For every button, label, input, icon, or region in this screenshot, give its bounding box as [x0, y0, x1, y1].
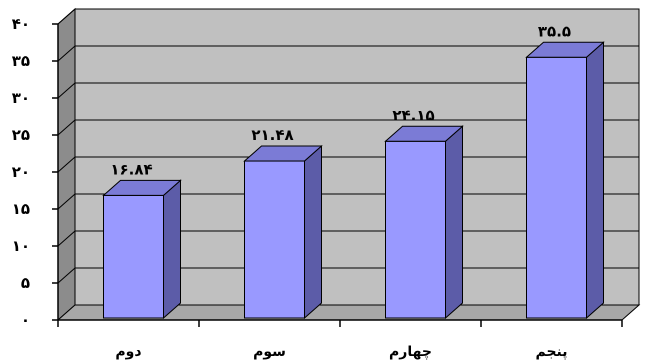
bar-side	[304, 144, 322, 320]
bar-4	[525, 41, 605, 320]
bar-side	[445, 125, 463, 320]
value-label: ۱۶.۸۴	[110, 160, 152, 178]
category-label: چهارم	[389, 344, 432, 360]
y-tick-label: ۲۵	[12, 126, 30, 144]
value-label: ۲۱.۴۸	[251, 126, 293, 144]
category-label: سوم	[253, 344, 286, 360]
bar-top	[102, 179, 182, 196]
gridline	[57, 8, 639, 25]
y-tick-label: ۱۰	[12, 237, 30, 255]
y-tick-label: ۱۵	[12, 200, 30, 218]
bar-front	[244, 160, 305, 319]
y-axis-ticks: ۰ ۵ ۱۰ ۱۵ ۲۰ ۲۵ ۳۰ ۳۵ ۴۰	[12, 15, 58, 329]
bar-2	[243, 144, 323, 320]
y-tick-label: ۵	[21, 274, 30, 292]
gridline	[57, 45, 639, 62]
y-tick-label: ۲۰	[12, 163, 30, 181]
bar-side	[586, 41, 604, 320]
y-tick-label: ۳۰	[12, 89, 30, 107]
bar-front	[103, 194, 164, 319]
bar-3	[384, 125, 464, 320]
bar-top	[243, 145, 323, 162]
y-tick-label: ۴۰	[12, 15, 30, 33]
y-tick-label: ۰	[21, 311, 30, 329]
bar-front	[526, 56, 587, 319]
category-label: دوم	[115, 344, 141, 360]
bars	[102, 41, 605, 320]
bar-top	[384, 125, 464, 142]
value-label: ۳۵.۵	[538, 22, 571, 40]
bar-top	[525, 41, 605, 58]
value-label: ۲۴.۱۵	[392, 106, 434, 124]
gridline	[57, 119, 639, 136]
y-tick-label: ۳۵	[12, 52, 30, 70]
bar-side	[163, 179, 181, 320]
bar-1	[102, 179, 182, 320]
value-labels: ۱۶.۸۴ ۲۱.۴۸ ۲۴.۱۵ ۳۵.۵	[110, 22, 571, 178]
gridline	[57, 82, 639, 99]
category-label: پنجم	[535, 344, 567, 360]
bar-front	[385, 140, 446, 319]
category-labels: دوم سوم چهارم پنجم	[115, 344, 567, 360]
